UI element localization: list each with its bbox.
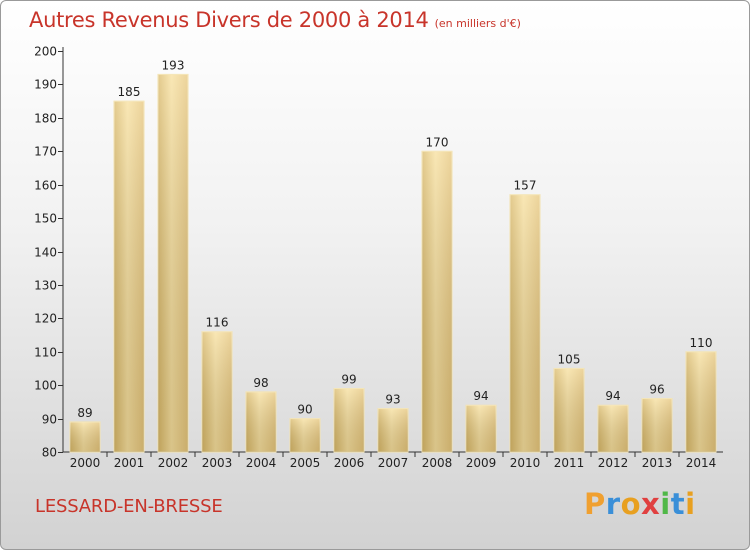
bar-shade (202, 331, 232, 452)
data-label: 98 (253, 376, 268, 390)
bar-shade (378, 408, 408, 452)
x-tick-label: 2001 (114, 456, 145, 470)
bar-shade (246, 391, 276, 452)
logo-letter-i: i (660, 487, 671, 521)
x-tick-label: 2006 (334, 456, 365, 470)
logo-letter-o: o (620, 487, 642, 521)
chart-title-text: Autres Revenus Divers de 2000 à 2014 (29, 8, 429, 32)
bar-shade (686, 351, 716, 452)
bar-shade (114, 101, 144, 452)
x-tick-label: 2007 (378, 456, 409, 470)
data-label: 94 (473, 389, 488, 403)
x-tick-label: 2012 (598, 456, 629, 470)
bar-shade (554, 368, 584, 452)
bar-shade (290, 418, 320, 452)
data-label: 193 (162, 58, 185, 72)
x-tick-label: 2014 (686, 456, 717, 470)
y-tick-label: 160 (34, 179, 57, 193)
y-tick-label: 190 (34, 78, 57, 92)
data-label: 93 (385, 393, 400, 407)
logo-letter-p: P (584, 487, 606, 521)
proxiti-logo: Proxiti (584, 487, 696, 521)
data-label: 90 (297, 403, 312, 417)
chart-axes: 80 90 100 110 120 130 140 150 160 170 180 190 200 (34, 45, 723, 460)
y-tick-label: 90 (42, 413, 57, 427)
y-tick-label: 100 (34, 379, 57, 393)
bar-shade (422, 151, 452, 452)
x-tick-label: 2013 (642, 456, 673, 470)
y-tick-label: 120 (34, 312, 57, 326)
chart-labels: 89 2000 185 2001 193 2002 116 2003 98 2004 90 2005 9… (70, 58, 717, 470)
data-label: 185 (118, 85, 141, 99)
data-label: 116 (206, 316, 229, 330)
logo-letter-x: x (641, 487, 661, 521)
y-tick-label: 110 (34, 346, 57, 360)
x-tick-label: 2011 (554, 456, 585, 470)
bar-shade (70, 421, 100, 452)
x-tick-label: 2003 (202, 456, 233, 470)
chart-title: Autres Revenus Divers de 2000 à 2014 (en … (29, 8, 521, 32)
chart-bars (69, 73, 717, 453)
x-tick-label: 2008 (422, 456, 453, 470)
data-label: 110 (690, 336, 713, 350)
chart-subtitle: (en milliers d'€) (434, 17, 521, 30)
y-tick-label: 140 (34, 246, 57, 260)
place-name: LESSARD-EN-BRESSE (35, 496, 223, 517)
bar-shade (510, 194, 540, 453)
data-label: 105 (558, 352, 581, 366)
data-label: 96 (649, 383, 664, 397)
logo-letter-i2: i (685, 487, 696, 521)
bar-shade (334, 388, 364, 452)
y-tick-label: 150 (34, 212, 57, 226)
data-label: 170 (426, 135, 449, 149)
x-tick-label: 2009 (466, 456, 497, 470)
data-label: 99 (341, 373, 356, 387)
x-tick-label: 2002 (158, 456, 189, 470)
data-label: 89 (77, 406, 92, 420)
x-tick-label: 2000 (70, 456, 101, 470)
x-tick-label: 2005 (290, 456, 321, 470)
y-tick-label: 80 (42, 446, 57, 460)
y-tick-label: 200 (34, 45, 57, 59)
bar-shade (466, 405, 496, 452)
data-label: 94 (605, 389, 620, 403)
y-tick-label: 180 (34, 112, 57, 126)
y-tick-label: 130 (34, 279, 57, 293)
x-tick-label: 2004 (246, 456, 277, 470)
bar-shade (642, 398, 672, 452)
bar-shade (158, 74, 188, 453)
x-tick-label: 2010 (510, 456, 541, 470)
logo-letter-t: t (670, 487, 686, 521)
data-label: 157 (514, 179, 537, 193)
logo-letter-r: r (605, 487, 621, 521)
y-tick-label: 170 (34, 145, 57, 159)
bar-shade (598, 405, 628, 452)
